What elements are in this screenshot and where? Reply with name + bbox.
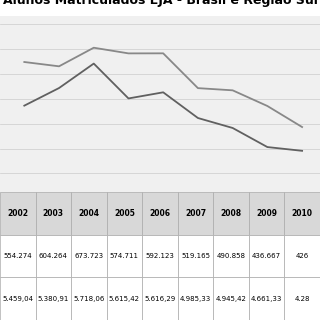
Text: Alunos Matriculados EJA - Brasil e Região Sul: Alunos Matriculados EJA - Brasil e Regiã… — [3, 0, 318, 7]
